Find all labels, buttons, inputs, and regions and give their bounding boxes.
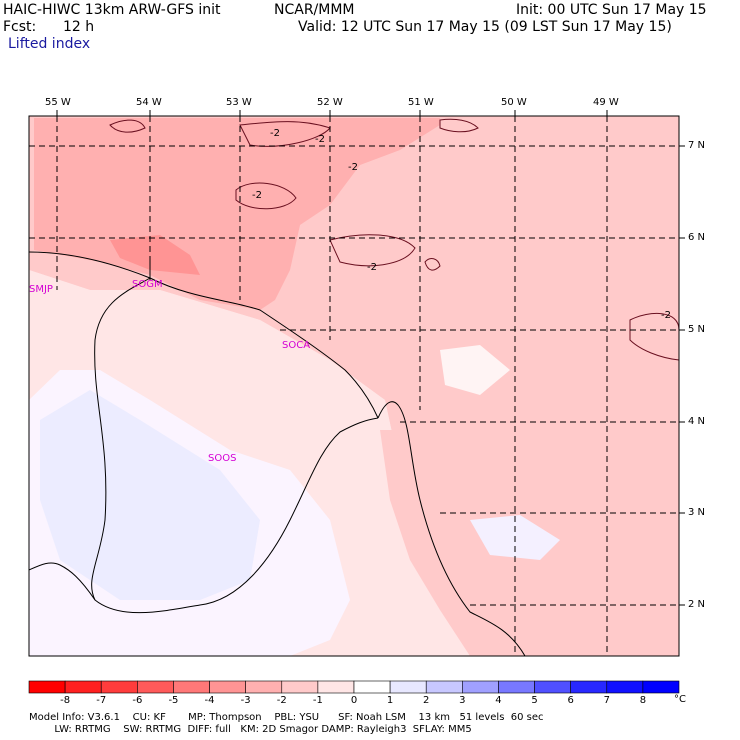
colorbar-tick-label: 5 <box>531 695 538 706</box>
colorbar-tick-label: 7 <box>603 695 610 706</box>
fcst-label: Fcst: <box>3 19 37 35</box>
colorbar-swatch <box>28 680 66 694</box>
colorbar-tick-label: 4 <box>495 695 502 706</box>
colorbar-tick-label: -2 <box>276 695 287 706</box>
colorbar-swatch <box>498 680 535 694</box>
colorbar-swatch <box>389 680 427 694</box>
station-label: SOCA <box>282 340 311 351</box>
contour-label: -2 <box>270 128 280 139</box>
station-label: SOOS <box>208 453 237 464</box>
colorbar-swatch <box>281 680 319 694</box>
lat-label: 3 N <box>688 507 706 518</box>
station-label: SOGM <box>132 279 163 290</box>
model-title: HAIC-HIWC 13km ARW-GFS init <box>3 2 221 18</box>
contour-label: -2 <box>252 190 262 201</box>
colorbar <box>28 680 680 694</box>
colorbar-swatch <box>209 680 246 694</box>
colorbar-swatch <box>570 680 608 694</box>
colorbar-swatch <box>317 680 355 694</box>
colorbar-tick-label: 2 <box>423 695 430 706</box>
colorbar-tick-label: -1 <box>312 695 323 706</box>
colorbar-swatch <box>173 680 210 694</box>
colorbar-swatch <box>462 680 499 694</box>
contour-label: -2 <box>348 162 358 173</box>
axis-ticks <box>56 110 685 606</box>
lon-label: 53 W <box>226 97 252 108</box>
contour-label: -2 <box>661 310 671 321</box>
lon-label: 55 W <box>45 97 71 108</box>
lat-label: 5 N <box>688 324 706 335</box>
colorbar-swatch <box>137 680 174 694</box>
colorbar-swatch <box>425 680 463 694</box>
colorbar-tick-label: -7 <box>96 695 107 706</box>
lon-label: 51 W <box>408 97 434 108</box>
colorbar-unit: °C <box>674 694 686 705</box>
colorbar-tick-label: 6 <box>567 695 574 706</box>
colorbar-tick-label: 8 <box>639 695 647 706</box>
coastlines <box>28 251 526 657</box>
colorbar-swatch <box>642 680 680 694</box>
org-label: NCAR/MMM <box>274 2 355 18</box>
colorbar-tick-label: 1 <box>386 695 394 706</box>
colorbar-tick-label: -4 <box>204 695 215 706</box>
contour-label: -2 <box>315 134 325 145</box>
init-time: Init: 00 UTC Sun 17 May 15 <box>516 2 707 18</box>
valid-time: Valid: 12 UTC Sun 17 May 15 (09 LST Sun … <box>298 19 672 35</box>
lat-label: 7 N <box>688 140 706 151</box>
lon-label: 54 W <box>136 97 162 108</box>
graticule <box>29 116 679 656</box>
colorbar-swatch <box>606 680 644 694</box>
lat-label: 4 N <box>688 416 706 427</box>
colorbar-swatch <box>64 680 102 694</box>
lon-label: 50 W <box>501 97 527 108</box>
fcst-value: 12 h <box>63 19 95 35</box>
field-name: Lifted index <box>8 36 91 52</box>
model-info-line2: LW: RRTMG SW: RRTMG DIFF: full KM: 2D Sm… <box>29 724 472 735</box>
station-label: SMJP <box>29 284 53 295</box>
colorbar-swatch <box>353 680 391 694</box>
colorbar-tick-label: 3 <box>459 695 466 706</box>
colorbar-tick-label: -8 <box>60 695 71 706</box>
colorbar-tick-label: -6 <box>132 695 143 706</box>
map-frame <box>28 115 680 657</box>
colorbar-swatch <box>245 680 283 694</box>
colorbar-swatch <box>534 680 571 694</box>
lon-label: 49 W <box>593 97 619 108</box>
colorbar-tick-label: 0 <box>350 695 358 706</box>
lon-label: 52 W <box>317 97 343 108</box>
model-info-line1: Model Info: V3.6.1 CU: KF MP: Thompson P… <box>29 712 544 723</box>
contour-label: -2 <box>367 262 377 273</box>
shaded-field <box>29 116 679 656</box>
lat-label: 2 N <box>688 599 706 610</box>
colorbar-swatch <box>100 680 138 694</box>
lat-label: 6 N <box>688 232 706 243</box>
colorbar-tick-label: -5 <box>168 695 179 706</box>
colorbar-tick-label: -3 <box>240 695 251 706</box>
